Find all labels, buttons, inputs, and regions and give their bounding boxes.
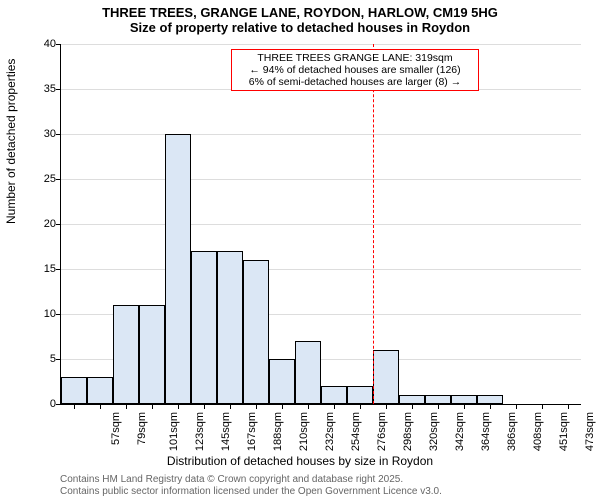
histogram-bar bbox=[373, 350, 399, 404]
xtick-label: 298sqm bbox=[402, 412, 414, 451]
histogram-bar bbox=[399, 395, 425, 404]
xtick-mark bbox=[152, 404, 153, 409]
ytick-label: 15 bbox=[26, 263, 56, 275]
ytick-label: 40 bbox=[26, 38, 56, 50]
xtick-label: 232sqm bbox=[324, 412, 336, 451]
histogram-bar bbox=[451, 395, 477, 404]
ytick-mark bbox=[56, 404, 61, 405]
annotation-line-3: 6% of semi-detached houses are larger (8… bbox=[236, 76, 474, 88]
xtick-label: 57sqm bbox=[110, 412, 122, 445]
ytick-mark bbox=[56, 269, 61, 270]
xtick-mark bbox=[568, 404, 569, 409]
ytick-label: 20 bbox=[26, 218, 56, 230]
xtick-label: 145sqm bbox=[220, 412, 232, 451]
xtick-label: 342sqm bbox=[454, 412, 466, 451]
ytick-mark bbox=[56, 179, 61, 180]
ytick-mark bbox=[56, 44, 61, 45]
histogram-bar bbox=[61, 377, 87, 404]
ytick-label: 35 bbox=[26, 83, 56, 95]
xtick-label: 101sqm bbox=[168, 412, 180, 451]
histogram-bar bbox=[477, 395, 503, 404]
xtick-mark bbox=[230, 404, 231, 409]
xtick-mark bbox=[542, 404, 543, 409]
xtick-label: 123sqm bbox=[194, 412, 206, 451]
histogram-bar bbox=[243, 260, 269, 404]
xtick-mark bbox=[178, 404, 179, 409]
histogram-bar bbox=[87, 377, 113, 404]
xtick-label: 276sqm bbox=[376, 412, 388, 451]
xtick-label: 364sqm bbox=[480, 412, 492, 451]
histogram-bar bbox=[269, 359, 295, 404]
xtick-label: 473sqm bbox=[584, 412, 596, 451]
gridline bbox=[61, 269, 581, 270]
title-line-1: THREE TREES, GRANGE LANE, ROYDON, HARLOW… bbox=[0, 6, 600, 21]
xtick-label: 451sqm bbox=[558, 412, 570, 451]
annotation-line-1: THREE TREES GRANGE LANE: 319sqm bbox=[236, 52, 474, 64]
xtick-label: 320sqm bbox=[428, 412, 440, 451]
xtick-mark bbox=[282, 404, 283, 409]
gridline bbox=[61, 224, 581, 225]
histogram-bar bbox=[217, 251, 243, 404]
ytick-label: 5 bbox=[26, 353, 56, 365]
x-axis-label: Distribution of detached houses by size … bbox=[0, 454, 600, 468]
histogram-bar bbox=[113, 305, 139, 404]
annotation-line-2: ← 94% of detached houses are smaller (12… bbox=[236, 64, 474, 76]
gridline bbox=[61, 44, 581, 45]
xtick-mark bbox=[256, 404, 257, 409]
xtick-mark bbox=[308, 404, 309, 409]
attribution-text: Contains HM Land Registry data © Crown c… bbox=[60, 474, 442, 497]
xtick-label: 254sqm bbox=[350, 412, 362, 451]
xtick-mark bbox=[74, 404, 75, 409]
chart-title: THREE TREES, GRANGE LANE, ROYDON, HARLOW… bbox=[0, 6, 600, 36]
xtick-mark bbox=[438, 404, 439, 409]
reference-line bbox=[373, 44, 374, 404]
ytick-mark bbox=[56, 134, 61, 135]
xtick-label: 188sqm bbox=[272, 412, 284, 451]
annotation-box: THREE TREES GRANGE LANE: 319sqm← 94% of … bbox=[231, 49, 479, 91]
ytick-label: 25 bbox=[26, 173, 56, 185]
xtick-label: 79sqm bbox=[136, 412, 148, 445]
histogram-bar bbox=[139, 305, 165, 404]
ytick-label: 0 bbox=[26, 398, 56, 410]
ytick-mark bbox=[56, 314, 61, 315]
ytick-label: 10 bbox=[26, 308, 56, 320]
xtick-mark bbox=[516, 404, 517, 409]
xtick-label: 408sqm bbox=[532, 412, 544, 451]
xtick-mark bbox=[386, 404, 387, 409]
y-axis-label: Number of detached properties bbox=[4, 59, 18, 224]
histogram-bar bbox=[347, 386, 373, 404]
xtick-mark bbox=[490, 404, 491, 409]
ytick-mark bbox=[56, 89, 61, 90]
xtick-mark bbox=[360, 404, 361, 409]
histogram-bar bbox=[165, 134, 191, 404]
histogram-bar bbox=[191, 251, 217, 404]
xtick-mark bbox=[126, 404, 127, 409]
xtick-mark bbox=[334, 404, 335, 409]
plot-area: THREE TREES GRANGE LANE: 319sqm← 94% of … bbox=[60, 44, 581, 405]
ytick-mark bbox=[56, 359, 61, 360]
xtick-mark bbox=[412, 404, 413, 409]
ytick-label: 30 bbox=[26, 128, 56, 140]
histogram-bar bbox=[321, 386, 347, 404]
histogram-chart: THREE TREES, GRANGE LANE, ROYDON, HARLOW… bbox=[0, 0, 600, 500]
xtick-label: 167sqm bbox=[246, 412, 258, 451]
gridline bbox=[61, 179, 581, 180]
xtick-mark bbox=[464, 404, 465, 409]
xtick-label: 210sqm bbox=[298, 412, 310, 451]
xtick-mark bbox=[100, 404, 101, 409]
attribution-line-2: Contains public sector information licen… bbox=[60, 486, 442, 498]
title-line-2: Size of property relative to detached ho… bbox=[0, 21, 600, 36]
ytick-mark bbox=[56, 224, 61, 225]
attribution-line-1: Contains HM Land Registry data © Crown c… bbox=[60, 474, 442, 486]
xtick-label: 386sqm bbox=[506, 412, 518, 451]
histogram-bar bbox=[295, 341, 321, 404]
gridline bbox=[61, 134, 581, 135]
xtick-mark bbox=[204, 404, 205, 409]
histogram-bar bbox=[425, 395, 451, 404]
